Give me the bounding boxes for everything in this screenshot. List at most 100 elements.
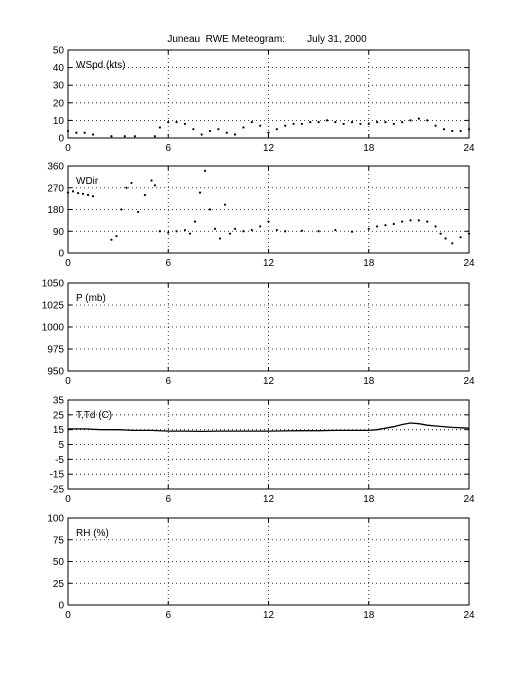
data-point (125, 186, 128, 189)
y-tick-label: 950 (47, 367, 64, 378)
data-point (133, 135, 136, 138)
y-tick-label: -15 (50, 470, 65, 481)
data-point (392, 122, 395, 126)
data-point (309, 121, 312, 124)
panel-label: T,Td (C) (76, 410, 112, 421)
data-point (75, 131, 78, 134)
x-tick-label: 24 (463, 494, 475, 505)
data-point (317, 230, 320, 233)
data-point (91, 195, 95, 198)
data-point (459, 129, 462, 133)
data-point (183, 122, 187, 126)
data-point (284, 230, 287, 233)
data-point (228, 232, 232, 235)
data-point (300, 229, 304, 232)
data-point (81, 192, 85, 195)
x-tick-label: 0 (65, 610, 71, 621)
y-tick-label: -25 (50, 485, 65, 496)
data-point (175, 230, 178, 233)
data-point (76, 191, 80, 195)
y-tick-label: 10 (53, 116, 65, 127)
data-point (439, 232, 442, 235)
data-point (200, 133, 203, 136)
data-point (115, 234, 118, 238)
x-tick-label: 18 (363, 494, 375, 505)
x-tick-label: 24 (463, 258, 475, 269)
data-point (467, 232, 471, 235)
x-tick-label: 0 (65, 376, 71, 387)
panel-1: 0 10 20 30 40 50 0 6 12 18 24 WSpd (kts) (53, 46, 475, 155)
x-tick-label: 0 (65, 258, 71, 269)
panel-2: 0 90 180 270 360 0 6 12 18 24 WDir (47, 162, 475, 270)
data-point (223, 203, 227, 206)
data-point (426, 220, 429, 223)
data-point (143, 193, 146, 197)
y-tick-label: 30 (53, 81, 65, 92)
x-tick-label: 24 (463, 610, 475, 621)
data-point (384, 224, 387, 227)
data-point (250, 121, 253, 124)
data-point (451, 242, 454, 245)
y-tick-label: 5 (58, 440, 64, 451)
data-point (459, 236, 462, 239)
data-point (401, 121, 404, 124)
panel-3: 950 975 1000 1025 1050 0 6 12 18 24 P (mb) (42, 279, 475, 388)
data-point (451, 129, 454, 133)
data-point (167, 121, 170, 124)
data-point (275, 128, 278, 131)
y-tick-label: 50 (53, 557, 65, 568)
y-tick-label: 20 (53, 98, 65, 109)
y-tick-label: 100 (47, 514, 64, 525)
data-point (434, 225, 437, 228)
data-point (409, 119, 412, 122)
data-point (208, 129, 212, 133)
data-point (334, 121, 337, 124)
data-point (334, 228, 337, 232)
x-tick-label: 12 (263, 258, 275, 269)
y-tick-label: 35 (53, 396, 65, 407)
x-tick-label: 6 (165, 258, 171, 269)
data-point (376, 121, 379, 124)
x-tick-label: 6 (165, 494, 171, 505)
y-tick-label: 15 (53, 425, 65, 436)
panel-label: WSpd (kts) (76, 60, 125, 71)
data-point (442, 128, 446, 131)
x-tick-label: 12 (263, 494, 275, 505)
data-point (259, 124, 262, 127)
data-point (426, 119, 429, 122)
x-tick-label: 18 (363, 143, 375, 154)
data-point (110, 238, 113, 241)
data-point (66, 129, 70, 133)
y-tick-label: 75 (53, 535, 65, 546)
data-point (275, 228, 278, 232)
data-point (123, 135, 126, 138)
data-point (392, 222, 395, 226)
data-point (417, 117, 420, 120)
data-point (83, 131, 86, 134)
data-point (259, 225, 262, 228)
data-point (193, 220, 197, 223)
data-point (342, 122, 345, 126)
data-point (110, 135, 113, 138)
x-tick-label: 6 (165, 143, 171, 154)
data-point (208, 208, 212, 211)
data-point (444, 237, 447, 240)
figure-title: Juneau RWE Meteogram: July 31, 2000 (167, 34, 367, 45)
y-tick-label: 40 (53, 63, 65, 74)
data-point (350, 230, 354, 233)
y-tick-label: 25 (53, 579, 65, 590)
data-point (213, 227, 217, 230)
data-point (409, 219, 412, 222)
data-point (188, 232, 192, 235)
data-point (367, 122, 370, 126)
y-tick-label: 1025 (42, 301, 65, 312)
data-point (317, 121, 320, 124)
data-point (198, 191, 202, 194)
data-point (434, 124, 437, 127)
y-tick-label: 0 (58, 249, 64, 260)
y-tick-label: 360 (47, 162, 64, 173)
x-tick-label: 24 (463, 143, 475, 154)
x-tick-label: 12 (263, 143, 275, 154)
data-point (233, 133, 237, 136)
